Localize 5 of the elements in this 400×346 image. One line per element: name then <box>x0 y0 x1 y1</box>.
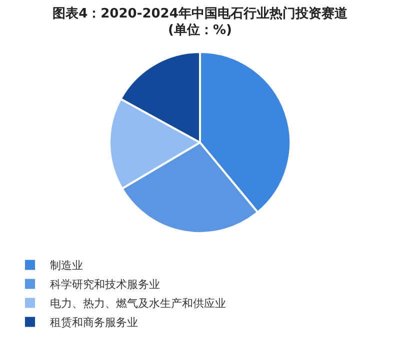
legend-label: 科学研究和技术服务业 <box>50 278 160 292</box>
legend-label: 租赁和商务服务业 <box>50 316 138 330</box>
legend-label: 电力、热力、燃气及水生产和供应业 <box>50 297 226 310</box>
chart-title: 图表4：2020-2024年中国电石行业热门投资赛道 (单位：%) <box>52 5 348 38</box>
legend-label: 制造业 <box>50 259 83 272</box>
